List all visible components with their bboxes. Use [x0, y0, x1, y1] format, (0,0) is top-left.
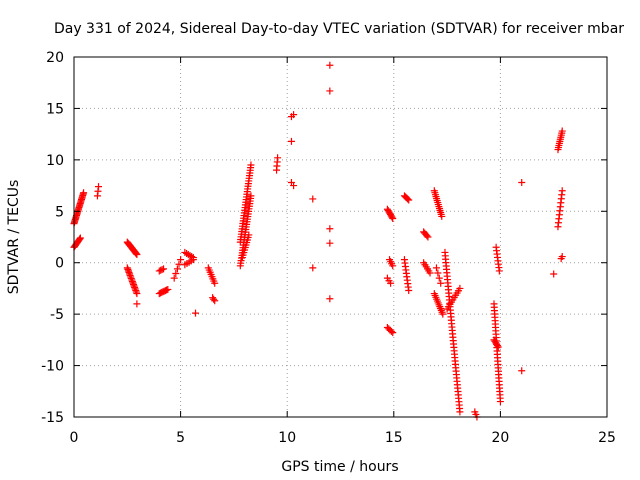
data-point [550, 270, 558, 278]
data-point [326, 225, 334, 233]
y-tick-label: 15 [46, 101, 64, 117]
data-point [211, 279, 219, 287]
x-axis-label: GPS time / hours [281, 459, 398, 475]
data-point [432, 264, 440, 272]
data-point [405, 196, 413, 204]
data-point [132, 249, 140, 257]
data-point [389, 262, 397, 270]
data-point [404, 195, 412, 203]
data-point [247, 161, 255, 169]
data-point [518, 178, 526, 186]
data-point [309, 264, 317, 272]
data-point [456, 408, 464, 416]
y-tick-label: -5 [50, 307, 64, 323]
data-point [175, 260, 183, 268]
data-point [326, 87, 334, 95]
data-point [423, 232, 431, 240]
data-point [424, 233, 432, 241]
y-tick-label: -15 [41, 410, 64, 426]
data-point [173, 265, 181, 273]
data-point [389, 329, 397, 337]
data-point [518, 367, 526, 375]
data-point [290, 111, 298, 119]
data-point [76, 235, 84, 243]
data-point [164, 285, 172, 293]
data-point [456, 284, 464, 292]
data-point [558, 253, 566, 261]
data-point [405, 286, 413, 294]
data-point [558, 187, 566, 195]
data-point [426, 269, 434, 277]
data-point [326, 239, 334, 247]
y-tick-label: 0 [55, 256, 64, 272]
data-point [211, 297, 219, 305]
data-point [434, 269, 442, 277]
data-point [493, 342, 501, 350]
x-tick-label: 5 [176, 430, 185, 446]
x-tick-label: 20 [491, 430, 509, 446]
data-point [558, 127, 566, 135]
y-tick-label: 5 [55, 204, 64, 220]
data-point [495, 267, 503, 275]
data-point [439, 310, 447, 318]
data-point [287, 137, 295, 145]
grid-lines [74, 57, 607, 417]
data-point [133, 290, 141, 298]
data-point [437, 279, 445, 287]
data-point [95, 183, 103, 191]
y-tick-label: 10 [46, 153, 64, 169]
y-axis-label: SDTVAR / TECUs [6, 180, 22, 295]
data-point [189, 256, 197, 264]
data-point [389, 214, 397, 222]
data-point [170, 274, 178, 282]
data-point [80, 189, 88, 197]
data-point [210, 295, 218, 303]
data-point [133, 250, 141, 258]
data-point [387, 279, 395, 287]
x-tick-label: 15 [385, 430, 403, 446]
y-tick-label: -10 [41, 359, 64, 375]
x-tick-label: 0 [70, 430, 79, 446]
data-point [160, 265, 168, 273]
data-point [494, 343, 502, 351]
data-points [70, 61, 566, 421]
x-tick-label: 25 [598, 430, 616, 446]
data-point [133, 300, 141, 308]
data-point [326, 61, 334, 69]
x-tick-label: 10 [278, 430, 296, 446]
data-point [326, 295, 334, 303]
data-point [438, 212, 446, 220]
data-point [177, 256, 185, 264]
data-point [132, 250, 140, 258]
data-point [435, 274, 443, 282]
data-point [76, 234, 84, 242]
data-point [388, 213, 396, 221]
plot-frame [73, 56, 608, 418]
data-point [496, 398, 504, 406]
data-point [245, 231, 253, 239]
y-tick-label: 20 [46, 50, 64, 66]
data-point [387, 327, 395, 335]
data-point [274, 154, 282, 162]
axis-ticks: 0 5 10 15 20 25 -15 -10 -5 0 5 10 15 20 [41, 50, 616, 446]
data-point [172, 270, 180, 278]
data-point [309, 195, 317, 203]
data-point [158, 266, 166, 274]
data-point [192, 309, 200, 317]
data-point [247, 192, 255, 200]
data-point [290, 182, 298, 190]
chart-title: Day 331 of 2024, Sidereal Day-to-day VTE… [54, 21, 624, 37]
